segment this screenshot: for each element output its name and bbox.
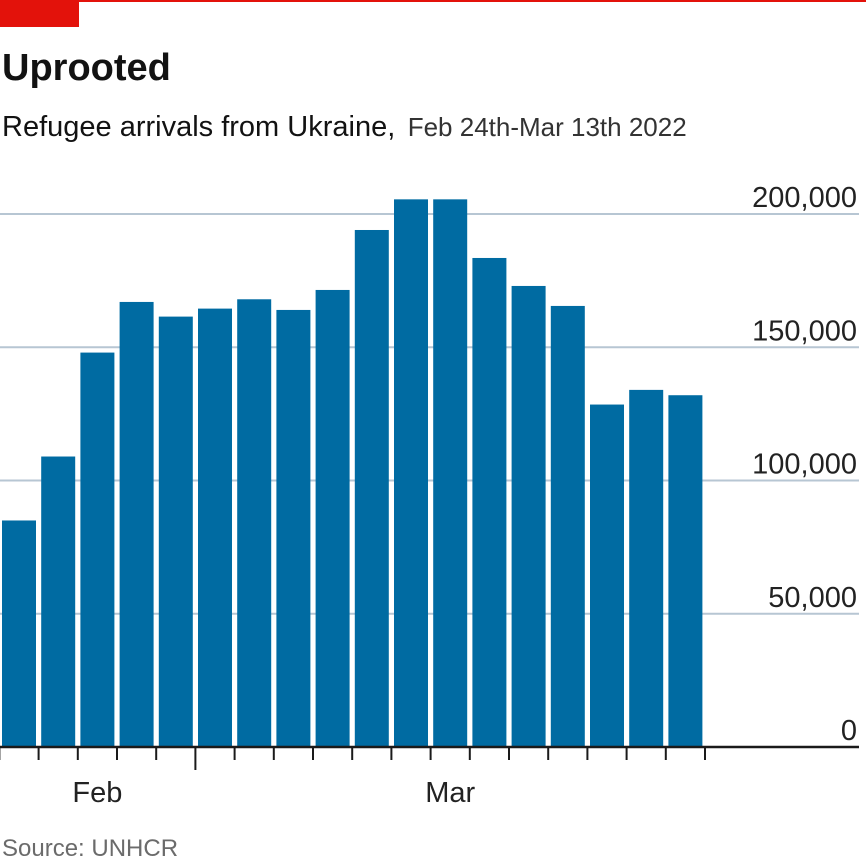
bar bbox=[198, 308, 232, 747]
subtitle-main: Refugee arrivals from Ukraine, bbox=[2, 111, 395, 143]
bar bbox=[354, 229, 389, 748]
accent-bar bbox=[0, 0, 79, 27]
chart-title: Uprooted bbox=[2, 47, 171, 89]
bar bbox=[276, 309, 311, 747]
x-axis: Feb Mar bbox=[0, 745, 859, 809]
bar bbox=[119, 301, 154, 747]
y-tick-label: 50,000 bbox=[768, 582, 857, 614]
bar bbox=[315, 289, 350, 747]
subtitle-range: Feb 24th-Mar 13th 2022 bbox=[408, 112, 687, 142]
chart-subtitle: Refugee arrivals from Ukraine, Feb 24th-… bbox=[2, 111, 687, 143]
bar bbox=[433, 199, 468, 747]
bar bbox=[668, 395, 703, 747]
y-tick-label: 150,000 bbox=[752, 315, 857, 347]
bar bbox=[550, 305, 585, 747]
bar bbox=[511, 285, 546, 747]
bar bbox=[2, 520, 36, 747]
bar bbox=[590, 404, 624, 747]
y-tick-label: 100,000 bbox=[752, 449, 857, 481]
bar bbox=[41, 456, 76, 747]
bar bbox=[80, 352, 115, 747]
bars bbox=[2, 199, 703, 748]
y-tick-label: 200,000 bbox=[752, 182, 857, 214]
source-note: Source: UNHCR bbox=[2, 835, 178, 862]
bar bbox=[472, 257, 507, 747]
x-tick-label: Mar bbox=[425, 777, 475, 809]
bar bbox=[237, 299, 272, 747]
bar bbox=[394, 199, 428, 747]
x-tick-label: Feb bbox=[72, 777, 122, 809]
bar bbox=[629, 389, 664, 747]
y-tick-labels: 200,000 150,000 100,000 50,000 0 bbox=[752, 182, 857, 747]
y-tick-label: 0 bbox=[841, 715, 857, 747]
bar bbox=[158, 316, 193, 747]
